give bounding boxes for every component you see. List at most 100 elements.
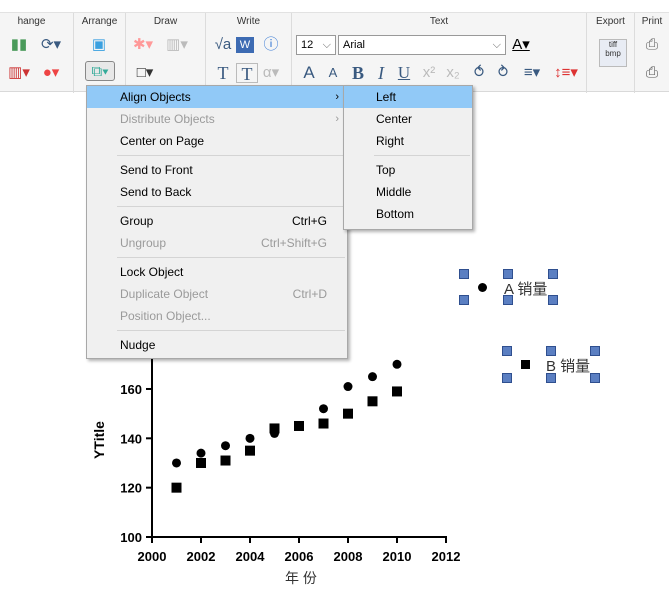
- rectangle-icon[interactable]: □▾: [136, 64, 154, 81]
- menu-separator: [117, 257, 345, 258]
- menu-item-center-on-page[interactable]: Center on Page: [87, 130, 347, 152]
- refresh-icon[interactable]: ⟳▾: [40, 36, 62, 53]
- menu-item-label: Align Objects: [120, 90, 191, 104]
- font-color-icon[interactable]: A▾: [512, 36, 530, 53]
- star-icon: ✱▾: [132, 36, 154, 53]
- y-tick-label: 140: [120, 431, 142, 446]
- rotate-right-icon[interactable]: ⥁: [497, 64, 509, 81]
- submenu-item-top[interactable]: Top: [376, 163, 396, 177]
- submenu-item-center[interactable]: Center: [376, 112, 413, 126]
- selection-handle[interactable]: [459, 295, 469, 305]
- group-label: Write: [236, 16, 261, 27]
- data-point-b: [196, 457, 206, 468]
- submenu-item-right[interactable]: Right: [376, 134, 405, 148]
- x-tick-label: 2006: [285, 549, 314, 564]
- selection-handle[interactable]: [546, 346, 556, 356]
- group-label: Print: [641, 16, 663, 27]
- selection-handle[interactable]: [503, 269, 513, 279]
- data-point-a: [368, 372, 377, 382]
- data-point-b: [171, 482, 182, 493]
- selection-handle[interactable]: [502, 373, 512, 383]
- group-export: Export tiff bmp: [587, 13, 635, 93]
- menu-item-nudge[interactable]: Nudge: [87, 334, 347, 356]
- menu-separator: [374, 155, 470, 156]
- subscript-icon: x₂: [446, 64, 460, 81]
- group-arrange: Arrange ▣ ⧉▾: [74, 13, 126, 93]
- text-icon[interactable]: T: [217, 63, 229, 83]
- selection-handle[interactable]: [502, 346, 512, 356]
- submenu-item-bottom[interactable]: Bottom: [376, 207, 415, 221]
- data-point-b: [392, 386, 402, 397]
- menu-item-position-object: Position Object...: [87, 305, 347, 327]
- word-icon[interactable]: W: [236, 37, 254, 53]
- selection-handle[interactable]: [590, 346, 600, 356]
- print-preview-icon[interactable]: ⎙: [645, 64, 658, 81]
- x-tick-label: 2004: [236, 549, 266, 564]
- increase-font-icon[interactable]: A: [303, 63, 315, 82]
- align-icon[interactable]: ≡▾: [523, 64, 541, 81]
- x-tick-label: 2002: [187, 549, 216, 564]
- printer-icon[interactable]: ⎙: [645, 36, 658, 53]
- data-point-a: [221, 441, 230, 451]
- data-point-a: [196, 448, 206, 458]
- menu-item-duplicate-object: Duplicate Object Ctrl+D: [87, 283, 347, 305]
- chevron-down-icon: ⌵: [322, 39, 331, 51]
- legend-label-a: A 销量: [504, 281, 548, 298]
- data-point-b: [220, 455, 231, 466]
- context-menu: Align Objects › Distribute Objects › Center …: [86, 85, 348, 359]
- x-tick-label: 2008: [334, 549, 363, 564]
- info-icon[interactable]: ⓘ: [263, 36, 279, 53]
- selection-handle[interactable]: [459, 269, 469, 279]
- group-draw: Draw ✱▾ ▥▾ □▾: [126, 13, 206, 93]
- font-size-select[interactable]: 12 ⌵: [296, 35, 336, 55]
- submenu-item-left[interactable]: Left: [344, 86, 472, 108]
- bar-chart-icon[interactable]: ▮▮: [10, 36, 28, 53]
- menu-item-align-objects[interactable]: Align Objects ›: [87, 86, 347, 108]
- decrease-font-icon[interactable]: A: [328, 65, 338, 80]
- menu-separator: [117, 206, 345, 207]
- group-label: Export: [596, 16, 625, 27]
- menu-item-send-to-front[interactable]: Send to Front: [87, 159, 347, 181]
- export-image-icon[interactable]: tiff bmp: [599, 39, 627, 67]
- selection-handle[interactable]: [503, 295, 513, 305]
- menu-item-label: Ungroup: [120, 236, 167, 250]
- data-point-a: [392, 359, 402, 369]
- legend-circle-marker: [478, 283, 487, 292]
- bold-icon[interactable]: B: [351, 63, 364, 83]
- data-point-b: [367, 396, 378, 407]
- rotate-left-icon[interactable]: ⥀: [473, 64, 485, 81]
- resize-chart-icon[interactable]: ▥▾: [8, 64, 30, 81]
- selection-handle[interactable]: [548, 295, 558, 305]
- selection-handle[interactable]: [590, 373, 600, 383]
- y-tick-label: 160: [120, 382, 142, 397]
- data-point-a: [319, 404, 328, 414]
- text-box-icon[interactable]: T: [236, 63, 258, 84]
- selection-handle[interactable]: [548, 269, 558, 279]
- menu-item-label: Send to Front: [120, 163, 193, 177]
- menu-item-send-to-back[interactable]: Send to Back: [87, 181, 347, 203]
- underline-icon[interactable]: U: [397, 63, 411, 82]
- x-tick-label: 2000: [138, 549, 167, 564]
- menu-item-lock-object[interactable]: Lock Object: [87, 261, 347, 283]
- sqrt-icon[interactable]: √a: [214, 36, 232, 53]
- menu-item-label: Center on Page: [120, 134, 205, 148]
- arrange-button[interactable]: ⧉▾: [85, 61, 115, 81]
- line-spacing-icon[interactable]: ↕≡▾: [554, 64, 578, 81]
- menu-shortcut: Ctrl+G: [291, 214, 327, 228]
- align-submenu: Left Center Right Top Middle Bottom: [343, 85, 473, 230]
- selection-handle[interactable]: [546, 373, 556, 383]
- y-tick-label: 120: [120, 481, 142, 496]
- font-name-value: Arial: [343, 39, 366, 51]
- frame-icon[interactable]: ▣: [91, 36, 107, 53]
- group-label: hange: [17, 16, 46, 27]
- color-icon[interactable]: ●▾: [42, 64, 60, 81]
- menu-item-label: Position Object...: [120, 309, 211, 323]
- group-label: Arrange: [81, 16, 118, 27]
- font-name-select[interactable]: Arial ⌵: [338, 35, 506, 55]
- data-point-b: [343, 408, 353, 419]
- submenu-item-middle[interactable]: Middle: [376, 185, 412, 199]
- italic-icon[interactable]: I: [378, 63, 384, 83]
- menu-item-label: Nudge: [120, 338, 156, 352]
- greek-icon: α▾: [262, 64, 280, 81]
- menu-item-group[interactable]: Group Ctrl+G: [87, 210, 347, 232]
